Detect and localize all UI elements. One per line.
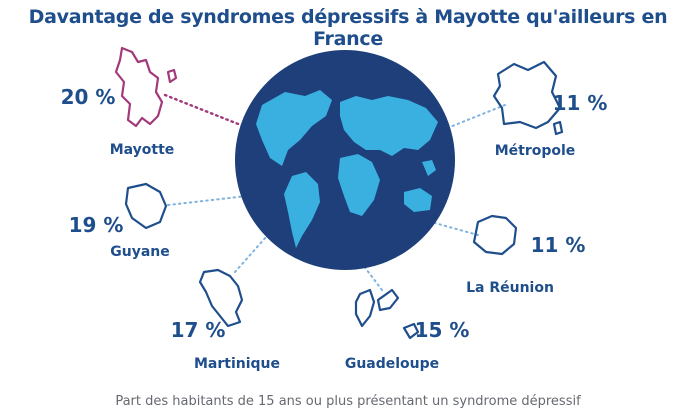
value-label-guyane: 19 % xyxy=(69,213,124,237)
value-label-mayotte: 20 % xyxy=(61,85,116,109)
category-label-guadeloupe: Guadeloupe xyxy=(345,356,439,372)
category-label-metropole: Métropole xyxy=(495,143,576,159)
value-label-guadeloupe: 15 % xyxy=(415,318,470,342)
value-label-la-reunion: 11 % xyxy=(531,233,586,257)
category-label-mayotte: Mayotte xyxy=(110,142,175,158)
chart-caption: Part des habitants de 15 ans ou plus pré… xyxy=(115,394,581,409)
continent-4 xyxy=(338,154,380,216)
category-label-la-reunion: La Réunion xyxy=(466,280,554,296)
continent-6 xyxy=(422,160,436,176)
continent-2 xyxy=(284,172,320,248)
continent-5 xyxy=(404,188,432,212)
territory-outline-martinique xyxy=(198,268,244,328)
territory-outline-la-reunion xyxy=(472,214,518,256)
value-label-martinique: 17 % xyxy=(171,318,226,342)
continent-3 xyxy=(340,96,438,156)
chart-title: Davantage de syndromes dépressifs à Mayo… xyxy=(28,6,668,50)
territory-outline-mayotte xyxy=(114,46,178,128)
value-label-metropole: 11 % xyxy=(553,91,608,115)
territory-outline-guyane xyxy=(124,182,168,230)
category-label-guyane: Guyane xyxy=(110,244,170,260)
territory-outline-metropole xyxy=(492,60,564,136)
category-label-martinique: Martinique xyxy=(194,356,280,372)
continent-1 xyxy=(256,90,332,166)
territory-outline-guadeloupe xyxy=(354,288,420,340)
